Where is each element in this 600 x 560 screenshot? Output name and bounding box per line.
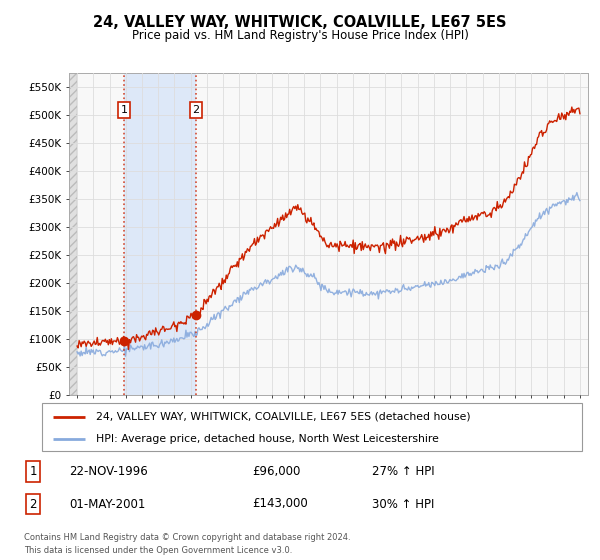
Text: 24, VALLEY WAY, WHITWICK, COALVILLE, LE67 5ES (detached house): 24, VALLEY WAY, WHITWICK, COALVILLE, LE6… [96, 412, 470, 422]
Text: 01-MAY-2001: 01-MAY-2001 [69, 497, 145, 511]
Text: 1: 1 [29, 465, 37, 478]
Text: 1: 1 [121, 105, 128, 115]
Text: 22-NOV-1996: 22-NOV-1996 [69, 465, 148, 478]
Bar [124, 73, 196, 395]
Text: 27% ↑ HPI: 27% ↑ HPI [372, 465, 434, 478]
Text: Contains HM Land Registry data © Crown copyright and database right 2024.: Contains HM Land Registry data © Crown c… [24, 533, 350, 542]
Text: HPI: Average price, detached house, North West Leicestershire: HPI: Average price, detached house, Nort… [96, 434, 439, 444]
Text: This data is licensed under the Open Government Licence v3.0.: This data is licensed under the Open Gov… [24, 546, 292, 555]
Text: 24, VALLEY WAY, WHITWICK, COALVILLE, LE67 5ES: 24, VALLEY WAY, WHITWICK, COALVILLE, LE6… [93, 15, 507, 30]
Bar [69, 73, 77, 395]
Text: 2: 2 [193, 105, 200, 115]
Bar [69, 73, 77, 395]
FancyBboxPatch shape [42, 403, 582, 451]
Text: Price paid vs. HM Land Registry's House Price Index (HPI): Price paid vs. HM Land Registry's House … [131, 29, 469, 42]
Text: 30% ↑ HPI: 30% ↑ HPI [372, 497, 434, 511]
Text: 2: 2 [29, 497, 37, 511]
Text: £96,000: £96,000 [252, 465, 301, 478]
Text: £143,000: £143,000 [252, 497, 308, 511]
